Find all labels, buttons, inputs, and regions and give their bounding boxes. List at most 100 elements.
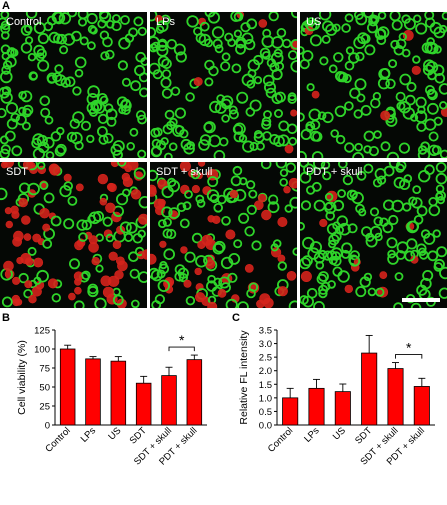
live-cell xyxy=(190,169,201,180)
live-cell xyxy=(246,204,257,215)
live-cell xyxy=(388,59,398,69)
dead-cell xyxy=(28,295,37,304)
live-cell xyxy=(319,56,329,66)
live-cell xyxy=(121,188,131,197)
live-cell xyxy=(236,91,249,104)
dead-cell xyxy=(257,193,267,203)
live-cell xyxy=(120,15,130,25)
dead-cell xyxy=(379,271,388,279)
live-cell xyxy=(358,208,367,217)
live-cell xyxy=(264,81,277,94)
live-cell xyxy=(435,192,444,201)
live-cell xyxy=(379,67,391,79)
live-cell xyxy=(382,222,394,234)
live-cell xyxy=(94,297,107,308)
live-cell xyxy=(334,105,347,118)
live-cell xyxy=(1,296,13,308)
live-cell xyxy=(213,202,223,213)
cell-field-sdt xyxy=(0,162,147,308)
dead-cell xyxy=(286,271,297,281)
live-cell xyxy=(233,131,245,143)
live-cell xyxy=(74,68,84,78)
live-cell xyxy=(78,232,88,242)
live-cell xyxy=(370,97,381,109)
live-cell xyxy=(209,100,222,114)
significance-bracket xyxy=(395,354,423,359)
live-cell xyxy=(423,59,436,72)
dead-cell xyxy=(150,184,157,194)
dead-cell xyxy=(217,288,227,298)
dead-cell xyxy=(47,278,58,289)
live-cell xyxy=(23,288,33,299)
live-cell xyxy=(402,202,412,212)
live-cell xyxy=(432,229,441,238)
live-cell xyxy=(416,243,427,254)
dead-cell xyxy=(201,234,213,246)
live-cell xyxy=(413,214,424,225)
y-tick-label: 2.0 xyxy=(259,366,272,377)
dead-cell xyxy=(39,207,50,219)
live-cell xyxy=(184,251,196,263)
live-cell xyxy=(268,194,279,205)
live-cell xyxy=(385,78,396,90)
live-cell xyxy=(439,149,447,158)
live-cell xyxy=(277,261,287,271)
live-cell xyxy=(50,215,62,227)
live-cell xyxy=(157,279,171,293)
live-cell xyxy=(204,59,215,71)
live-cell xyxy=(45,151,55,158)
live-cell xyxy=(318,249,328,260)
live-cell xyxy=(433,26,446,39)
live-cell xyxy=(196,199,206,208)
live-cell xyxy=(435,162,447,173)
live-cell xyxy=(308,108,321,121)
live-cell xyxy=(164,109,175,120)
live-cell xyxy=(118,37,131,50)
live-cell xyxy=(174,107,187,119)
live-cell xyxy=(160,77,172,89)
live-cell xyxy=(124,33,135,43)
dead-cell xyxy=(283,186,291,194)
dead-cell xyxy=(100,275,112,287)
live-cell xyxy=(360,33,371,44)
live-cell xyxy=(441,12,447,21)
live-cell xyxy=(412,14,422,23)
live-cell xyxy=(244,226,255,237)
live-cell xyxy=(270,243,279,252)
live-cell xyxy=(11,145,23,157)
live-cell xyxy=(393,302,404,308)
micrograph-label: PDT + skull xyxy=(306,166,363,178)
dead-cell xyxy=(300,271,312,283)
live-cell xyxy=(162,123,173,135)
live-cell xyxy=(119,221,132,234)
live-cell xyxy=(374,167,387,180)
live-cell xyxy=(407,220,420,233)
dead-cell xyxy=(179,162,191,172)
live-cell xyxy=(411,197,423,209)
live-cell xyxy=(424,17,436,28)
live-cell xyxy=(221,114,230,123)
live-cell xyxy=(284,204,293,213)
live-cell xyxy=(393,176,406,189)
live-cell xyxy=(246,180,256,190)
dead-cell xyxy=(91,256,100,266)
live-cell xyxy=(428,131,439,142)
dead-cell xyxy=(42,223,51,232)
live-cell xyxy=(388,214,399,226)
dead-cell xyxy=(277,216,288,227)
live-cell xyxy=(203,121,216,134)
live-cell xyxy=(79,36,89,46)
live-cell xyxy=(417,148,431,158)
x-tick-label: US xyxy=(106,425,123,442)
dead-cell xyxy=(12,236,22,247)
live-cell xyxy=(77,12,89,20)
live-cell xyxy=(175,51,187,63)
live-cell xyxy=(102,216,113,227)
live-cell xyxy=(268,12,279,22)
y-axis-label: Relative FL intensity xyxy=(238,330,250,425)
live-cell xyxy=(99,95,109,105)
live-cell xyxy=(25,12,38,19)
dead-cell xyxy=(105,202,116,213)
live-cell xyxy=(228,105,238,115)
live-cell xyxy=(360,105,372,116)
